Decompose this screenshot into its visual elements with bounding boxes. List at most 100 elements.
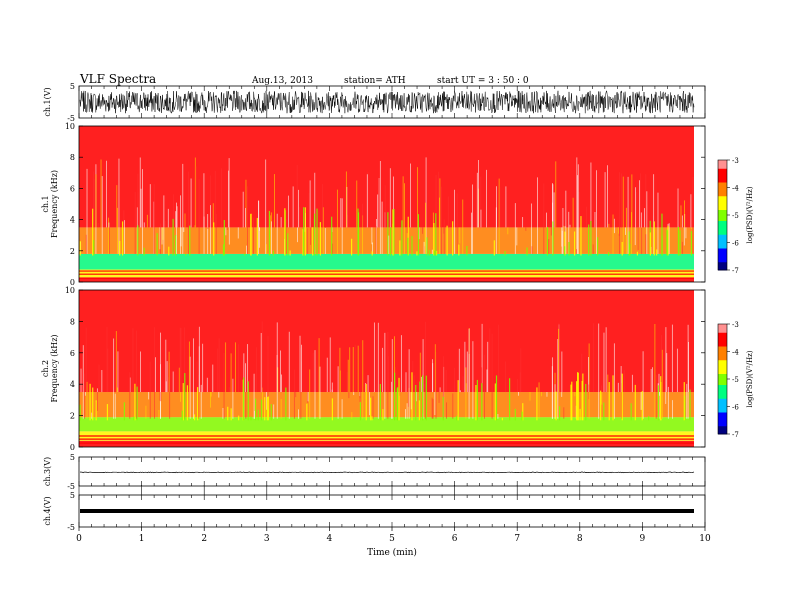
colorbar-tick-label: -4: [732, 185, 739, 193]
panel-frame: [78, 289, 706, 448]
ch1-waveform-trace: [79, 90, 695, 114]
x-tick-label: 6: [452, 534, 458, 544]
colorbar-cell: [718, 209, 727, 213]
y-axis-label: ch.1: [41, 195, 50, 212]
colorbar-cell: [718, 332, 727, 336]
colorbar-cell: [718, 392, 727, 396]
colorbar-cell: [718, 329, 727, 333]
waveform-ch3-waveform: [78, 456, 706, 487]
colorbar-cell: [718, 168, 727, 172]
colorbar-cell: [718, 431, 727, 435]
chart-title: VLF Spectra: [80, 72, 157, 86]
colorbar-tick-label: -5: [732, 212, 739, 220]
colorbar-cell: [718, 162, 727, 166]
colorbar-tick-label: -6: [732, 240, 739, 248]
colorbar-cell: [718, 324, 727, 328]
colorbar: [717, 159, 730, 271]
colorbar-cell: [718, 348, 727, 352]
y-axis-label: ch.2: [41, 360, 50, 377]
y-tick-label: 8: [70, 153, 75, 162]
colorbar-cell: [718, 173, 727, 177]
colorbar-cell: [718, 412, 727, 416]
colorbar-cell: [718, 420, 727, 424]
colorbar-cell: [718, 190, 727, 194]
colorbar-cell: [718, 245, 727, 249]
colorbar-cell: [718, 204, 727, 208]
colorbar-cell: [718, 409, 727, 413]
colorbar-cell: [718, 226, 727, 230]
y-tick-label: 4: [70, 380, 75, 389]
colorbar-cell: [718, 264, 727, 268]
x-tick-label: 9: [640, 534, 646, 544]
colorbar-cell: [718, 160, 727, 164]
x-tick-label: 10: [699, 534, 711, 544]
waveform-ch4-waveform: [78, 494, 706, 528]
x-tick-label: 2: [201, 534, 207, 544]
colorbar-cell: [718, 198, 727, 202]
colorbar-cell: [718, 215, 727, 219]
colorbar-tick-label: -5: [732, 376, 739, 384]
spectrogram-ch2: [78, 289, 706, 448]
colorbar-cell: [718, 403, 727, 407]
colorbar-cell: [718, 259, 727, 263]
colorbar-cell: [718, 395, 727, 399]
spectrum-band: [79, 440, 694, 447]
colorbar-cell: [718, 206, 727, 210]
colorbar-cell: [718, 184, 727, 188]
spectrum-band: [79, 277, 694, 282]
y-tick-label: 2: [70, 412, 75, 421]
colorbar-cell: [718, 237, 727, 241]
colorbar-cell: [718, 425, 727, 429]
colorbar-cell: [718, 223, 727, 227]
y-tick-label: 0: [70, 443, 75, 452]
y-tick-label: 4: [70, 216, 75, 225]
colorbar-cell: [718, 248, 727, 252]
colorbar-label: log(PSD)(V²/Hz): [746, 350, 754, 407]
x-tick-label: 8: [577, 534, 583, 544]
y-tick-label: 5: [70, 453, 75, 462]
colorbar-cell: [718, 195, 727, 199]
colorbar-cell: [718, 387, 727, 391]
colorbar-tick-label: -4: [732, 349, 739, 357]
y-tick-label: 5: [70, 491, 75, 500]
y-tick-label: 5: [70, 82, 75, 91]
colorbar-cell: [718, 239, 727, 243]
station-label: station= ATH: [344, 76, 406, 86]
colorbar-cell: [718, 368, 727, 372]
colorbar-cell: [718, 390, 727, 394]
start-time-label: start UT = 3 : 50 : 0: [437, 76, 529, 86]
colorbar-cell: [718, 381, 727, 385]
colorbar-cell: [718, 212, 727, 216]
colorbar-cell: [718, 398, 727, 402]
colorbar-cell: [718, 354, 727, 358]
y-tick-label: -5: [67, 523, 75, 532]
colorbar-tick-label: -3: [732, 321, 739, 329]
colorbar-cell: [718, 357, 727, 361]
spectrogram-ch1: [78, 125, 706, 283]
colorbar-cell: [718, 231, 727, 235]
colorbar-cell: [718, 359, 727, 363]
spectrum-band: [79, 253, 694, 270]
colorbar-cell: [718, 326, 727, 330]
y-axis-label: ch.1(V): [43, 87, 52, 116]
colorbar-cell: [718, 343, 727, 347]
colorbar-label: log(PSD)(V²/Hz): [746, 186, 754, 243]
spectrum-band: [79, 290, 694, 393]
panel-frame: [78, 125, 706, 283]
spectrum-band: [79, 126, 694, 228]
colorbar-cell: [718, 379, 727, 383]
colorbar: [717, 323, 730, 435]
colorbar-cell: [718, 362, 727, 366]
x-axis-label: Time (min): [367, 547, 417, 558]
y-axis-label: ch.3(V): [43, 457, 52, 486]
colorbar-cell: [718, 176, 727, 180]
colorbar-cell: [718, 261, 727, 265]
colorbar-cell: [718, 165, 727, 169]
colorbar-cell: [718, 187, 727, 191]
colorbar-tick-label: -7: [732, 267, 739, 275]
y-axis-label: Frequency (kHz): [50, 170, 59, 238]
colorbar-tick-label: -3: [732, 157, 739, 165]
colorbar-cell: [718, 365, 727, 369]
spectrum-band: [79, 417, 694, 432]
